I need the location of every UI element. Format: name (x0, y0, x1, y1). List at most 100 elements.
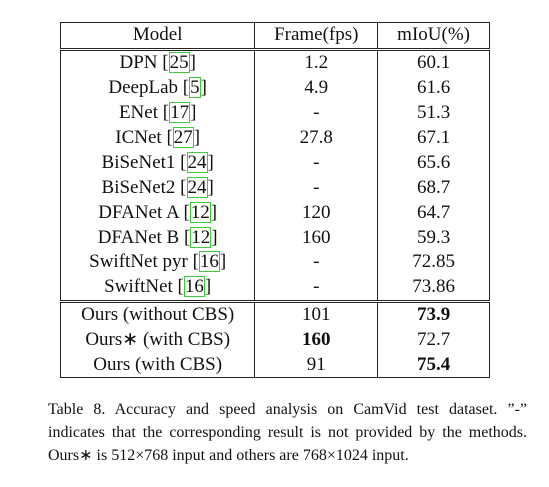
table-cell: Ours (with CBS) (59, 352, 256, 379)
cell-text: 68.7 (416, 176, 451, 198)
table-cell: 4.9 (254, 75, 379, 101)
cell-text: Ours (with CBS) (93, 354, 223, 376)
cell-text: - (313, 251, 320, 273)
cell-text: DFANet B (97, 226, 180, 248)
table-cell: 59.3 (377, 225, 490, 251)
table-cell: - (254, 100, 379, 126)
cell-text: 1.2 (304, 52, 329, 74)
table-row: SwiftNet [16] - 73.86 (59, 274, 490, 302)
citation: [25] (162, 52, 196, 74)
citation-link: 27 (172, 127, 194, 148)
cell-text: BiSeNet2 (101, 176, 176, 198)
table-row: SwiftNet pyr [16] - 72.85 (59, 250, 490, 275)
table-cell: Ours∗ (with CBS) (59, 327, 256, 353)
table-cell: 73.9 (377, 299, 490, 328)
caption: Table 8. Accuracy and speed analysis on … (48, 401, 527, 464)
table-cell: 27.8 (254, 125, 379, 151)
citation: [17] (162, 102, 197, 124)
cell-text: 160 (302, 329, 331, 351)
cell-text: ICNet (115, 127, 162, 148)
cell-text: DPN (119, 52, 158, 74)
cell-text: 120 (302, 201, 331, 223)
cell-text: 59.3 (416, 226, 451, 248)
table-cell: 61.6 (377, 75, 490, 101)
citation-link: 12 (189, 201, 211, 223)
cell-text: 51.3 (416, 102, 451, 124)
citation-link: 24 (186, 151, 208, 173)
table-cell: 64.7 (377, 200, 490, 226)
table-cell: - (254, 274, 379, 302)
table-row: BiSeNet1 [24] - 65.6 (59, 150, 490, 176)
citation-link: 25 (168, 52, 190, 74)
cell-text: SwiftNet pyr (89, 251, 188, 273)
cell-text: - (313, 176, 320, 198)
cell-text: BiSeNet1 (101, 151, 176, 173)
table-cell: - (254, 150, 379, 176)
cell-text: 65.6 (416, 151, 451, 173)
cell-text: 60.1 (416, 52, 451, 74)
cell-text: 160 (302, 226, 331, 248)
table-row: DPN [25] 1.2 60.1 (59, 47, 490, 76)
header-cell: Model (59, 22, 256, 50)
citation: [16] (177, 276, 212, 298)
table-row: BiSeNet2 [24] - 68.7 (59, 175, 490, 201)
cell-text: 73.9 (416, 304, 451, 326)
cell-text: 27.8 (299, 127, 333, 148)
citation-link: 5 (189, 77, 201, 99)
citation-link: 12 (190, 226, 212, 248)
citation-link: 16 (183, 276, 205, 298)
table-row: ICNet [27] 27.8 67.1 (59, 125, 490, 151)
header-cell: mIoU(%) (377, 22, 490, 50)
table-row: DFANet A [12] 120 64.7 (59, 200, 490, 226)
table-cell: 160 (254, 225, 379, 251)
table-row: ENet [17] - 51.3 (59, 100, 490, 126)
cell-text: 67.1 (416, 127, 451, 148)
table-cell: DeepLab [5] (59, 75, 256, 101)
cell-text: SwiftNet (104, 276, 173, 298)
cell-text: 75.4 (416, 354, 451, 376)
table-cell: 60.1 (377, 47, 490, 76)
table-cell: DFANet B [12] (59, 225, 256, 251)
citation: [16] (192, 251, 227, 273)
table-cell: DPN [25] (59, 47, 256, 76)
table-cell: Ours (without CBS) (59, 299, 256, 328)
citation: [24] (180, 176, 214, 198)
cell-text: Ours (without CBS) (81, 304, 235, 326)
cell-text: 4.9 (304, 77, 329, 99)
table-cell: ICNet [27] (59, 125, 256, 151)
table-cell: 1.2 (254, 47, 379, 76)
table-cell: 73.86 (377, 274, 490, 302)
table-row: Ours (with CBS) 91 75.4 (59, 352, 490, 379)
table-cell: BiSeNet2 [24] (59, 175, 256, 201)
citation: [12] (183, 201, 218, 223)
cell-text: - (313, 151, 320, 173)
table-cell: 72.7 (377, 327, 490, 353)
cell-text: 101 (302, 304, 331, 326)
table-cell: BiSeNet1 [24] (59, 150, 256, 176)
header-cell: Frame(fps) (254, 22, 379, 50)
table-row: Ours∗ (with CBS) 160 72.7 (59, 327, 490, 353)
citation: [24] (180, 151, 214, 173)
table-cell: SwiftNet pyr [16] (59, 250, 256, 275)
table-row: DeepLab [5] 4.9 61.6 (59, 75, 490, 101)
table-cell: 101 (254, 299, 379, 328)
table-row: DFANet B [12] 160 59.3 (59, 225, 490, 251)
table-cell: ENet [17] (59, 100, 256, 126)
cell-text: 91 (306, 354, 326, 376)
table-cell: 67.1 (377, 125, 490, 151)
table-cell: 72.85 (377, 250, 490, 275)
table-cell: 120 (254, 200, 379, 226)
table-cell: SwiftNet [16] (59, 274, 256, 302)
cell-text: 64.7 (416, 201, 451, 223)
cell-text: 73.86 (412, 276, 455, 298)
cell-text: ENet (118, 102, 158, 124)
results-table: Model Frame(fps) mIoU(%) DPN [25] 1.2 60.1 De… (59, 22, 490, 379)
citation-link: 17 (169, 102, 191, 124)
table-cell: - (254, 250, 379, 275)
cell-text: - (313, 102, 320, 124)
cell-text: 72.7 (416, 329, 451, 351)
table-cell: 75.4 (377, 352, 490, 379)
table-row: Ours (without CBS) 101 73.9 (59, 299, 490, 328)
table-cell: - (254, 175, 379, 201)
